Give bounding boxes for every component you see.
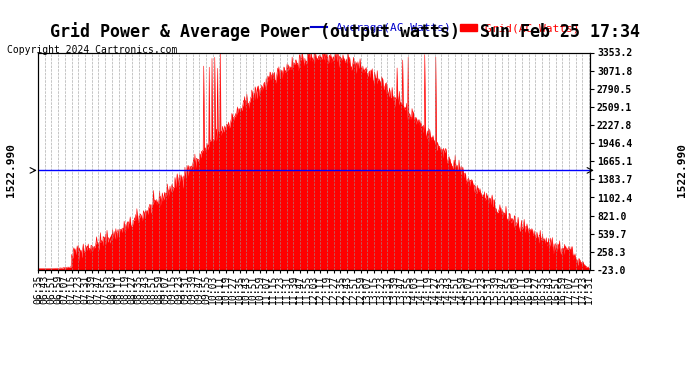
Text: Grid Power & Average Power (output watts)  Sun Feb 25 17:34: Grid Power & Average Power (output watts… [50, 22, 640, 42]
Text: 1522.990: 1522.990 [6, 143, 15, 197]
Text: 1522.990: 1522.990 [677, 143, 687, 197]
Text: Copyright 2024 Cartronics.com: Copyright 2024 Cartronics.com [7, 45, 177, 55]
Legend: Average(AC Watts), Grid(AC Watts): Average(AC Watts), Grid(AC Watts) [306, 19, 584, 38]
